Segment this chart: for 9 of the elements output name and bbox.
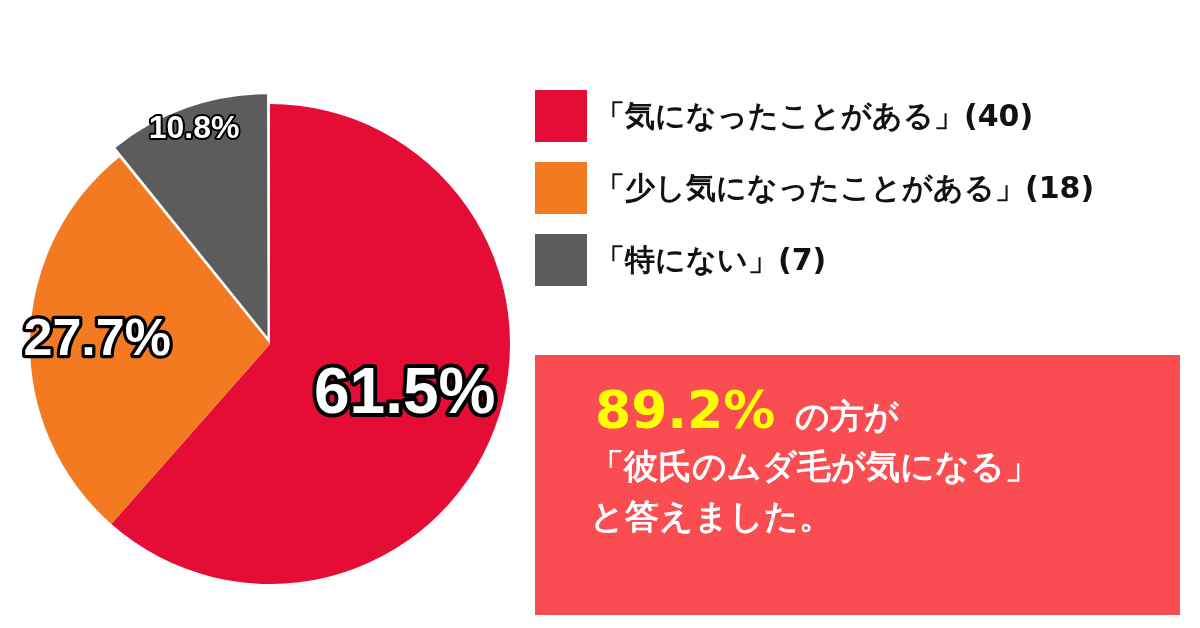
text: 89.2% (595, 380, 776, 440)
legend-label: 「特にない」(7) (595, 240, 827, 279)
data-label: 10.8% (148, 108, 240, 145)
text: と答えました。 (590, 495, 834, 538)
legend-label: 「少し気になったことがある」(18) (595, 168, 1095, 207)
data-label: 61.5% (313, 354, 496, 427)
text: 「彼氏のムダ毛が気になる」 (590, 445, 1040, 488)
legend-label: 「気になったことがある」(40) (595, 96, 1034, 135)
text: の方が (795, 396, 900, 436)
